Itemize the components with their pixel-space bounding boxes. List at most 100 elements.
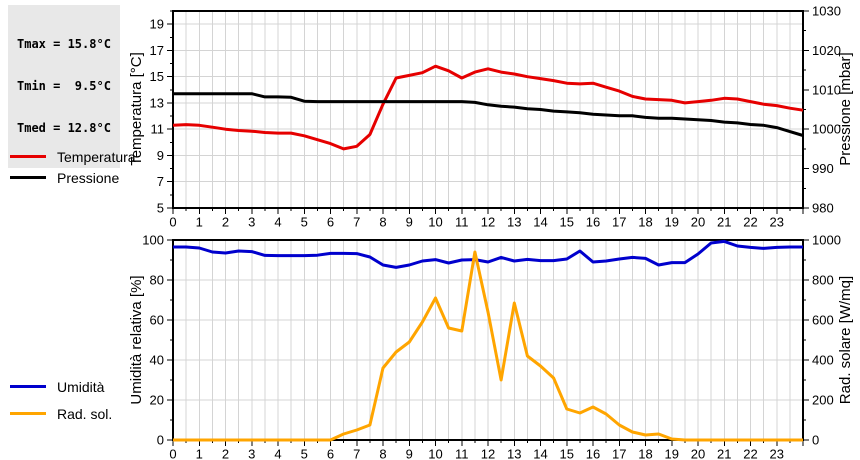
svg-text:40: 40 (150, 353, 164, 368)
svg-text:1000: 1000 (812, 122, 841, 137)
svg-text:7: 7 (353, 447, 360, 460)
svg-text:19: 19 (665, 215, 679, 230)
pressione-color-swatch (10, 176, 46, 179)
top-chart-legend: Temperatura Pressione (10, 146, 136, 188)
svg-text:19: 19 (150, 17, 164, 32)
svg-text:20: 20 (691, 447, 705, 460)
pressione-legend-label: Pressione (57, 169, 120, 186)
svg-text:8: 8 (379, 447, 386, 460)
rad-sol-line (173, 250, 803, 442)
svg-text:12: 12 (481, 447, 495, 460)
y2-tick-labels: 980 990 1000 1010 1020 1030 (812, 4, 841, 216)
svg-text:1020: 1020 (812, 43, 841, 58)
umidita-color-swatch (10, 385, 46, 388)
svg-text:5: 5 (301, 447, 308, 460)
svg-text:1: 1 (196, 215, 203, 230)
svg-text:13: 13 (507, 215, 521, 230)
svg-text:17: 17 (612, 215, 626, 230)
y-tick-labels: 5 7 9 11 13 15 17 19 (150, 17, 164, 216)
svg-text:1010: 1010 (812, 82, 841, 97)
svg-text:23: 23 (770, 447, 784, 460)
svg-text:1: 1 (196, 447, 203, 460)
svg-text:21: 21 (717, 447, 731, 460)
svg-text:22: 22 (743, 447, 757, 460)
svg-text:11: 11 (151, 122, 165, 137)
rad-sol-legend-item: Rad. sol. (10, 400, 112, 427)
svg-text:18: 18 (638, 215, 652, 230)
svg-text:16: 16 (586, 447, 600, 460)
svg-text:980: 980 (812, 201, 834, 216)
svg-text:3: 3 (248, 447, 255, 460)
stat-tmin: Tmin = 9.5°C (17, 79, 111, 93)
temperatura-color-swatch (10, 155, 46, 158)
svg-text:9: 9 (406, 215, 413, 230)
svg-text:18: 18 (638, 447, 652, 460)
svg-text:11: 11 (455, 215, 469, 230)
pressione-line (173, 92, 804, 137)
svg-text:17: 17 (150, 43, 164, 58)
stat-tmed: Tmed = 12.8°C (17, 121, 111, 135)
umidit-line (173, 239, 803, 269)
svg-text:14: 14 (533, 215, 547, 230)
temperatura-legend-label: Temperatura (57, 148, 136, 165)
svg-text:14: 14 (533, 447, 547, 460)
svg-text:1030: 1030 (812, 4, 841, 19)
svg-text:9: 9 (406, 447, 413, 460)
svg-text:9: 9 (157, 148, 164, 163)
svg-text:12: 12 (481, 215, 495, 230)
bottom-chart-plot: 0 1 2 3 4 5 6 7 8 9 10 11 12 13 14 15 16 17 18 19 20 21 22 2302… (142, 233, 841, 460)
umidita-legend-label: Umidità (57, 378, 105, 395)
svg-text:11: 11 (455, 447, 469, 460)
svg-text:6: 6 (327, 447, 334, 460)
svg-text:400: 400 (812, 353, 834, 368)
svg-text:7: 7 (353, 215, 360, 230)
legend-item-pressione: Pressione (10, 167, 136, 188)
svg-text:200: 200 (812, 393, 834, 408)
svg-text:8: 8 (379, 215, 386, 230)
svg-text:21: 21 (717, 215, 731, 230)
svg-text:3: 3 (248, 215, 255, 230)
svg-text:80: 80 (150, 273, 164, 288)
svg-text:800: 800 (812, 273, 834, 288)
svg-text:60: 60 (150, 313, 164, 328)
svg-text:20: 20 (150, 393, 164, 408)
rad-sol-legend-label: Rad. sol. (57, 405, 113, 422)
legend-item-temperatura: Temperatura (10, 146, 136, 167)
svg-text:16: 16 (586, 215, 600, 230)
plot-frame (172, 239, 804, 441)
svg-text:13: 13 (150, 95, 164, 110)
svg-text:0: 0 (169, 447, 176, 460)
svg-text:15: 15 (560, 215, 574, 230)
svg-text:10: 10 (428, 215, 442, 230)
grid (173, 240, 803, 440)
x-tick-labels: 0 1 2 3 4 5 6 7 8 9 10 11 12 13 14 15 16 17 18 19 20 21 22 23 (169, 447, 784, 460)
svg-text:7: 7 (157, 174, 164, 189)
svg-text:2: 2 (222, 447, 229, 460)
temperatura-line (172, 64, 804, 151)
svg-text:4: 4 (274, 447, 281, 460)
svg-text:15: 15 (150, 69, 164, 84)
temperature-stats-box: Tmax = 15.8°C Tmin = 9.5°C Tmed = 12.8°C (8, 5, 120, 168)
svg-text:100: 100 (142, 233, 164, 248)
svg-text:22: 22 (743, 215, 757, 230)
svg-text:6: 6 (327, 215, 334, 230)
svg-text:17: 17 (612, 447, 626, 460)
rad-sol-color-swatch (10, 412, 46, 415)
grid (173, 11, 803, 208)
svg-text:5: 5 (157, 201, 164, 216)
svg-text:10: 10 (428, 447, 442, 460)
svg-text:15: 15 (560, 447, 574, 460)
svg-text:0: 0 (812, 433, 819, 448)
svg-text:23: 23 (770, 215, 784, 230)
svg-text:20: 20 (691, 215, 705, 230)
stat-tmax: Tmax = 15.8°C (17, 37, 111, 51)
svg-text:5: 5 (301, 215, 308, 230)
x-tick-labels: 0 1 2 3 4 5 6 7 8 9 10 11 12 13 14 15 16 17 18 19 20 21 22 23 (169, 215, 784, 230)
svg-text:0: 0 (157, 433, 164, 448)
legend-item-umidita: Umidità (10, 373, 112, 400)
top-chart-plot: 0 1 2 3 4 5 6 7 8 9 10 11 12 13 14 15 16 17 18 19 20 21 22 2357… (150, 4, 841, 230)
y2-tick-labels: 0 200 400 600 800 1000 (812, 233, 841, 448)
svg-text:19: 19 (665, 447, 679, 460)
